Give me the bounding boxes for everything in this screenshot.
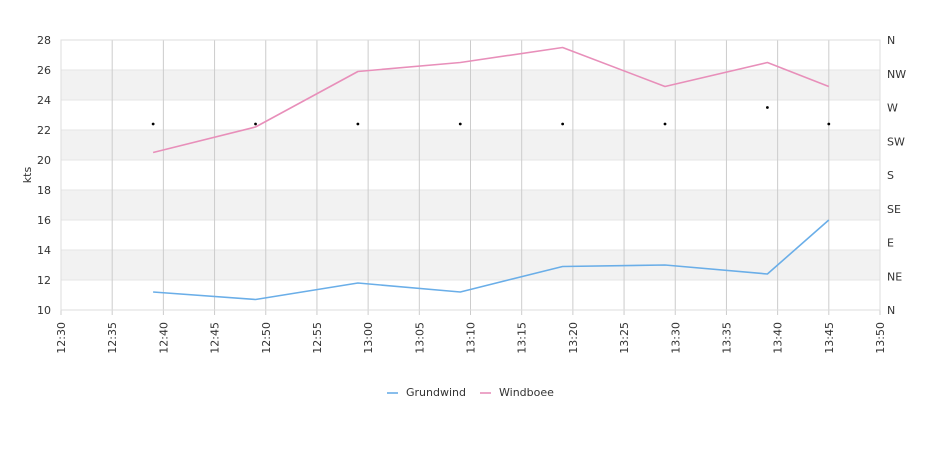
plot-frame	[60, 39, 881, 311]
legend-label[interactable]: Grundwind	[406, 386, 466, 399]
x-tick-label: 13:40	[772, 322, 785, 354]
x-tick-label: 12:45	[209, 322, 222, 354]
y-tick-label: 26	[37, 64, 51, 77]
x-tick-label: 12:50	[260, 322, 273, 354]
legend-label[interactable]: Windboee	[499, 386, 554, 399]
y-axis-label: kts	[21, 167, 34, 184]
direction-tick-label: NE	[887, 270, 902, 283]
y-tick-label: 28	[37, 34, 51, 47]
x-tick-label: 13:25	[618, 322, 631, 354]
direction-point	[765, 106, 769, 109]
series-line-0	[153, 219, 830, 301]
x-tick-label: 12:40	[157, 322, 170, 354]
x-tick-label: 13:15	[516, 322, 529, 354]
y-axis-ticks: 10 12 14 16 18 20 22 24 26 28	[37, 34, 51, 317]
direction-tick-label: N	[887, 34, 895, 47]
x-tick-label: 13:00	[362, 322, 375, 354]
x-tick-label: 13:50	[874, 322, 887, 354]
x-tick-label: 13:30	[669, 322, 682, 354]
y-tick-label: 16	[37, 214, 51, 227]
direction-tick-label: SE	[887, 203, 901, 216]
y-tick-label: 14	[37, 244, 51, 257]
direction-point	[151, 122, 155, 126]
direction-axis-ticks: N NE E SE S SW W NW N	[887, 34, 906, 317]
y-tick-label: 20	[37, 154, 51, 167]
direction-point	[356, 122, 360, 126]
direction-tick-label: W	[887, 102, 898, 115]
y-tick-label: 24	[37, 94, 51, 107]
x-tick-label: 12:35	[106, 322, 119, 354]
x-tick-label: 12:30	[55, 322, 68, 354]
direction-point	[458, 122, 462, 126]
direction-point	[254, 122, 257, 126]
direction-point	[663, 122, 667, 126]
x-tick-label: 13:05	[413, 322, 426, 354]
direction-tick-label: SW	[887, 135, 905, 148]
x-tick-label: 13:45	[823, 322, 836, 354]
x-tick-label: 13:35	[720, 322, 733, 354]
direction-point	[827, 122, 831, 126]
direction-tick-label: E	[887, 237, 894, 250]
direction-points	[151, 106, 831, 126]
direction-tick-label: NW	[887, 68, 906, 81]
direction-tick-label: S	[887, 169, 894, 182]
series-line-1	[152, 46, 830, 154]
y-tick-label: 10	[37, 304, 51, 317]
x-tick-label: 13:20	[567, 322, 580, 354]
y-tick-label: 12	[37, 274, 51, 287]
x-axis-ticks: 12:30 12:35 12:40 12:45 12:50 12:55 13:00 13:05…	[55, 322, 887, 354]
direction-point	[561, 122, 565, 126]
direction-tick-label: N	[887, 304, 895, 317]
y-tick-label: 18	[37, 184, 51, 197]
legend: Grundwind Windboee	[387, 386, 554, 399]
x-tick-label: 13:10	[465, 322, 478, 354]
series-lines	[152, 46, 830, 301]
x-tick-label: 12:55	[311, 322, 324, 354]
y-tick-label: 22	[37, 124, 51, 137]
